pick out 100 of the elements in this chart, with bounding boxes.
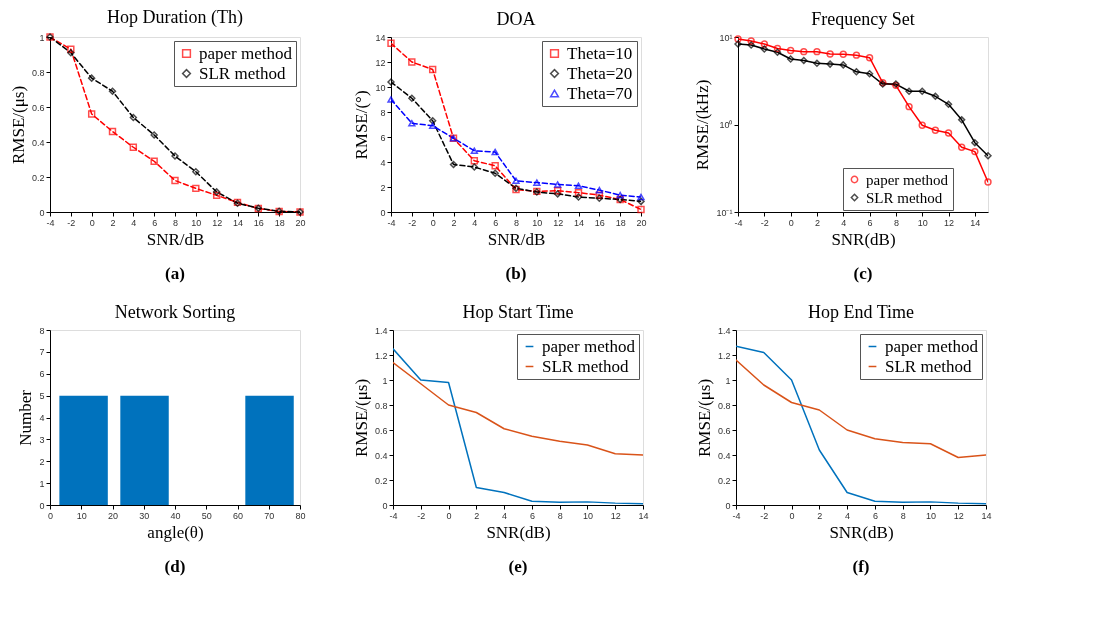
text: (e) bbox=[508, 557, 528, 576]
x-axis-title: SNR(dB) bbox=[486, 522, 551, 542]
point bbox=[574, 193, 583, 201]
x-axis-title: angle(θ) bbox=[147, 522, 204, 542]
y-tick-label: 10 bbox=[375, 82, 386, 93]
x-tick-label: 16 bbox=[253, 217, 264, 228]
x-tick-label: 0 bbox=[430, 217, 436, 228]
y-tick-label: 0.2 bbox=[374, 475, 388, 486]
chart-title: DOA bbox=[496, 9, 536, 29]
x-tick-label: 10 bbox=[917, 217, 928, 228]
x-tick-label: 0 bbox=[47, 510, 54, 521]
x-tick-label: 10 bbox=[582, 510, 593, 521]
x-tick-label: 4 bbox=[472, 217, 478, 228]
y-tick-label: 0.2 bbox=[31, 172, 45, 183]
point bbox=[760, 40, 769, 48]
x-tick-label: 0 bbox=[788, 217, 794, 228]
point bbox=[408, 94, 416, 102]
y-axis-title: RMSE/(°) bbox=[352, 90, 372, 160]
point bbox=[150, 157, 158, 165]
x-tick-label: 14 bbox=[970, 217, 981, 228]
x-tick-label: 4 bbox=[131, 217, 137, 228]
point bbox=[839, 61, 847, 69]
x-tick-label: 8 bbox=[900, 510, 906, 521]
legend-label: paper method bbox=[866, 171, 949, 188]
point bbox=[637, 205, 645, 214]
y-tick-label: 6 bbox=[39, 369, 45, 380]
x-tick-label: 12 bbox=[553, 217, 564, 228]
y-tick-label: 1.4 bbox=[374, 325, 388, 336]
y-tick-label: 10⁻¹ bbox=[716, 207, 733, 218]
x-tick-label: 12 bbox=[212, 217, 223, 228]
x-tick-label: -2 bbox=[67, 217, 76, 228]
y-tick-label: 1 bbox=[39, 478, 45, 489]
point bbox=[67, 49, 75, 57]
x-tick-label: 20 bbox=[636, 217, 647, 228]
point bbox=[408, 119, 416, 127]
point bbox=[87, 110, 96, 118]
y-tick-label: 14 bbox=[375, 32, 386, 43]
point bbox=[931, 126, 940, 134]
point bbox=[533, 179, 541, 186]
point bbox=[931, 92, 940, 101]
point bbox=[865, 70, 874, 78]
point bbox=[865, 54, 874, 62]
x-axis-title: SNR(dB) bbox=[829, 522, 894, 542]
x-tick-label: 2 bbox=[814, 217, 820, 228]
point bbox=[192, 168, 200, 176]
x-tick-label: 6 bbox=[867, 217, 873, 228]
x-tick-label: 6 bbox=[152, 217, 158, 228]
x-tick-label: 8 bbox=[557, 510, 563, 521]
y-tick-label: 6 bbox=[380, 132, 386, 143]
point bbox=[408, 58, 416, 66]
point bbox=[212, 188, 221, 196]
point bbox=[171, 176, 179, 185]
legend-label: SLR method bbox=[199, 63, 286, 83]
text: (d) bbox=[164, 557, 186, 576]
x-tick-label: 16 bbox=[594, 217, 605, 228]
y-axis-title: RMSE/(μs) bbox=[694, 378, 714, 458]
x-tick-label: -4 bbox=[46, 217, 55, 228]
x-tick-label: 2 bbox=[451, 217, 457, 228]
x-tick-label: 14 bbox=[981, 510, 992, 521]
y-tick-label: 1.2 bbox=[717, 350, 731, 361]
x-tick-label: 20 bbox=[107, 510, 119, 521]
point bbox=[129, 143, 138, 151]
point bbox=[944, 129, 953, 137]
point bbox=[150, 131, 158, 139]
y-tick-label: 8 bbox=[380, 107, 386, 118]
legend-label: paper method bbox=[542, 336, 636, 356]
y-tick-label: 0 bbox=[39, 500, 45, 511]
x-tick-label: 4 bbox=[502, 510, 508, 521]
x-tick-label: 6 bbox=[529, 510, 535, 521]
chart-title: Hop Start Time bbox=[462, 302, 574, 322]
point bbox=[786, 46, 795, 55]
y-tick-label: 1.2 bbox=[374, 350, 388, 361]
legend-label: SLR method bbox=[542, 356, 629, 376]
point bbox=[470, 147, 479, 155]
x-tick-label: 70 bbox=[264, 510, 275, 521]
y-tick-label: 0 bbox=[39, 207, 45, 218]
y-tick-label: 0 bbox=[382, 500, 388, 511]
x-tick-label: -2 bbox=[408, 217, 417, 228]
y-axis-title: RMSE/(kHz) bbox=[693, 79, 713, 171]
point bbox=[813, 47, 821, 56]
point bbox=[491, 162, 499, 170]
x-tick-label: 4 bbox=[841, 217, 847, 228]
y-tick-label: 0.4 bbox=[31, 137, 45, 148]
x-tick-label: 2 bbox=[110, 217, 116, 228]
y-axis-title: Number bbox=[16, 389, 36, 446]
point bbox=[470, 163, 479, 171]
x-tick-label: 10 bbox=[925, 510, 936, 521]
x-tick-label: 8 bbox=[172, 217, 179, 228]
y-axis-title: RMSE/(μs) bbox=[8, 85, 28, 165]
legend-label: SLR method bbox=[866, 189, 943, 206]
x-tick-label: 2 bbox=[474, 510, 480, 521]
x-tick-label: 4 bbox=[845, 510, 851, 521]
x-tick-label: -4 bbox=[734, 217, 743, 228]
point bbox=[852, 51, 861, 59]
x-tick-label: 0 bbox=[89, 217, 95, 228]
point bbox=[957, 116, 966, 124]
x-tick-label: 8 bbox=[513, 217, 520, 228]
x-tick-label: -4 bbox=[389, 510, 398, 521]
point bbox=[387, 96, 395, 103]
x-axis-title: SNR/dB bbox=[487, 229, 546, 249]
